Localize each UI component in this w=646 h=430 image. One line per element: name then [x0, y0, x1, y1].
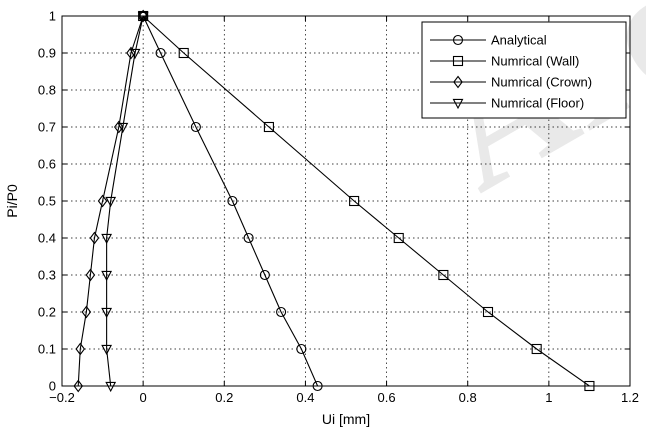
x-tick-label: 1	[545, 390, 552, 405]
data-point-diamond	[73, 379, 84, 393]
data-point-circle	[227, 195, 238, 207]
x-tick-label: 0	[140, 390, 147, 405]
data-point-diamond	[453, 75, 463, 89]
data-point-square	[584, 380, 595, 392]
y-axis-label: Pi/P0	[4, 184, 20, 218]
data-point-diamond	[126, 46, 136, 60]
y-tick-label: 0.4	[38, 231, 56, 246]
x-tick-label: 0.2	[215, 390, 233, 405]
data-point-square	[178, 47, 189, 59]
x-axis-label: Ui [mm]	[322, 411, 370, 427]
y-tick-label: 0.9	[38, 46, 56, 61]
y-tick-label: 0.7	[38, 120, 56, 135]
legend-entry: Numrical (Wall)	[430, 54, 579, 69]
data-point-triangle	[117, 122, 129, 134]
legend-label: Numrical (Wall)	[491, 54, 579, 69]
series-group	[138, 10, 323, 392]
legend-entry: Analytical	[430, 33, 547, 48]
data-point-square	[531, 343, 542, 355]
data-point-triangle	[101, 233, 113, 245]
data-point-diamond	[89, 231, 100, 245]
y-tick-label: 0.1	[38, 342, 56, 357]
x-tick-label: 0.6	[378, 390, 396, 405]
data-point-circle	[155, 47, 166, 59]
data-point-diamond	[113, 120, 124, 134]
legend-label: Analytical	[491, 33, 547, 48]
data-point-triangle	[101, 344, 113, 356]
y-tick-label: 0.5	[38, 194, 56, 209]
data-point-square	[393, 232, 404, 244]
y-tick-label: 0.3	[38, 268, 56, 283]
x-tick-label: 1.2	[621, 390, 639, 405]
y-tick-label: 0.8	[38, 83, 56, 98]
x-tick-label: 0.8	[459, 390, 477, 405]
data-point-triangle	[105, 196, 117, 208]
legend-box	[421, 21, 627, 119]
data-point-circle	[259, 269, 270, 281]
legend-label: Numrical (Crown)	[491, 75, 592, 90]
series-layer	[73, 9, 595, 393]
data-point-diamond	[97, 194, 108, 208]
y-tick-label: 0.2	[38, 305, 56, 320]
legend: Analytical Numrical (Wall) Numrical (Crown…	[421, 21, 627, 119]
data-point-square	[263, 121, 274, 133]
data-point-triangle	[452, 98, 464, 110]
data-point-circle	[190, 121, 201, 133]
data-point-circle	[243, 232, 254, 244]
data-point-circle	[312, 380, 323, 392]
x-tick-label: −0.2	[49, 390, 75, 405]
legend-entry: Numrical (Floor)	[430, 96, 584, 111]
legend-label: Numrical (Floor)	[491, 96, 584, 111]
data-point-triangle	[129, 48, 141, 60]
data-point-triangle	[105, 381, 117, 393]
data-point-diamond	[85, 268, 96, 282]
x-tick-label: 0.4	[296, 390, 314, 405]
data-point-circle	[276, 306, 287, 318]
data-point-square	[452, 55, 464, 67]
data-point-square	[438, 269, 449, 281]
y-tick-label: 0.6	[38, 157, 56, 172]
axis-ticks: −0.2 0 0.2 0.4 0.6 0.8 1 1.200.10.20.30.40.50.6…	[38, 9, 639, 406]
y-tick-label: 0	[49, 379, 56, 394]
y-tick-label: 1	[49, 9, 56, 24]
data-point-triangle	[137, 11, 149, 23]
data-point-diamond	[81, 305, 92, 319]
legend-entry: Numrical (Crown)	[430, 75, 592, 90]
data-point-diamond	[75, 342, 86, 356]
data-point-circle	[296, 343, 307, 355]
data-point-circle	[452, 34, 464, 46]
data-point-square	[349, 195, 360, 207]
series-line	[142, 15, 590, 387]
data-point-square	[482, 306, 494, 318]
series-line	[77, 15, 144, 387]
series-group	[73, 9, 148, 393]
series-line	[142, 15, 319, 387]
series-line	[106, 15, 144, 387]
data-point-triangle	[101, 307, 113, 319]
series-group	[101, 11, 149, 393]
data-point-triangle	[101, 270, 113, 282]
